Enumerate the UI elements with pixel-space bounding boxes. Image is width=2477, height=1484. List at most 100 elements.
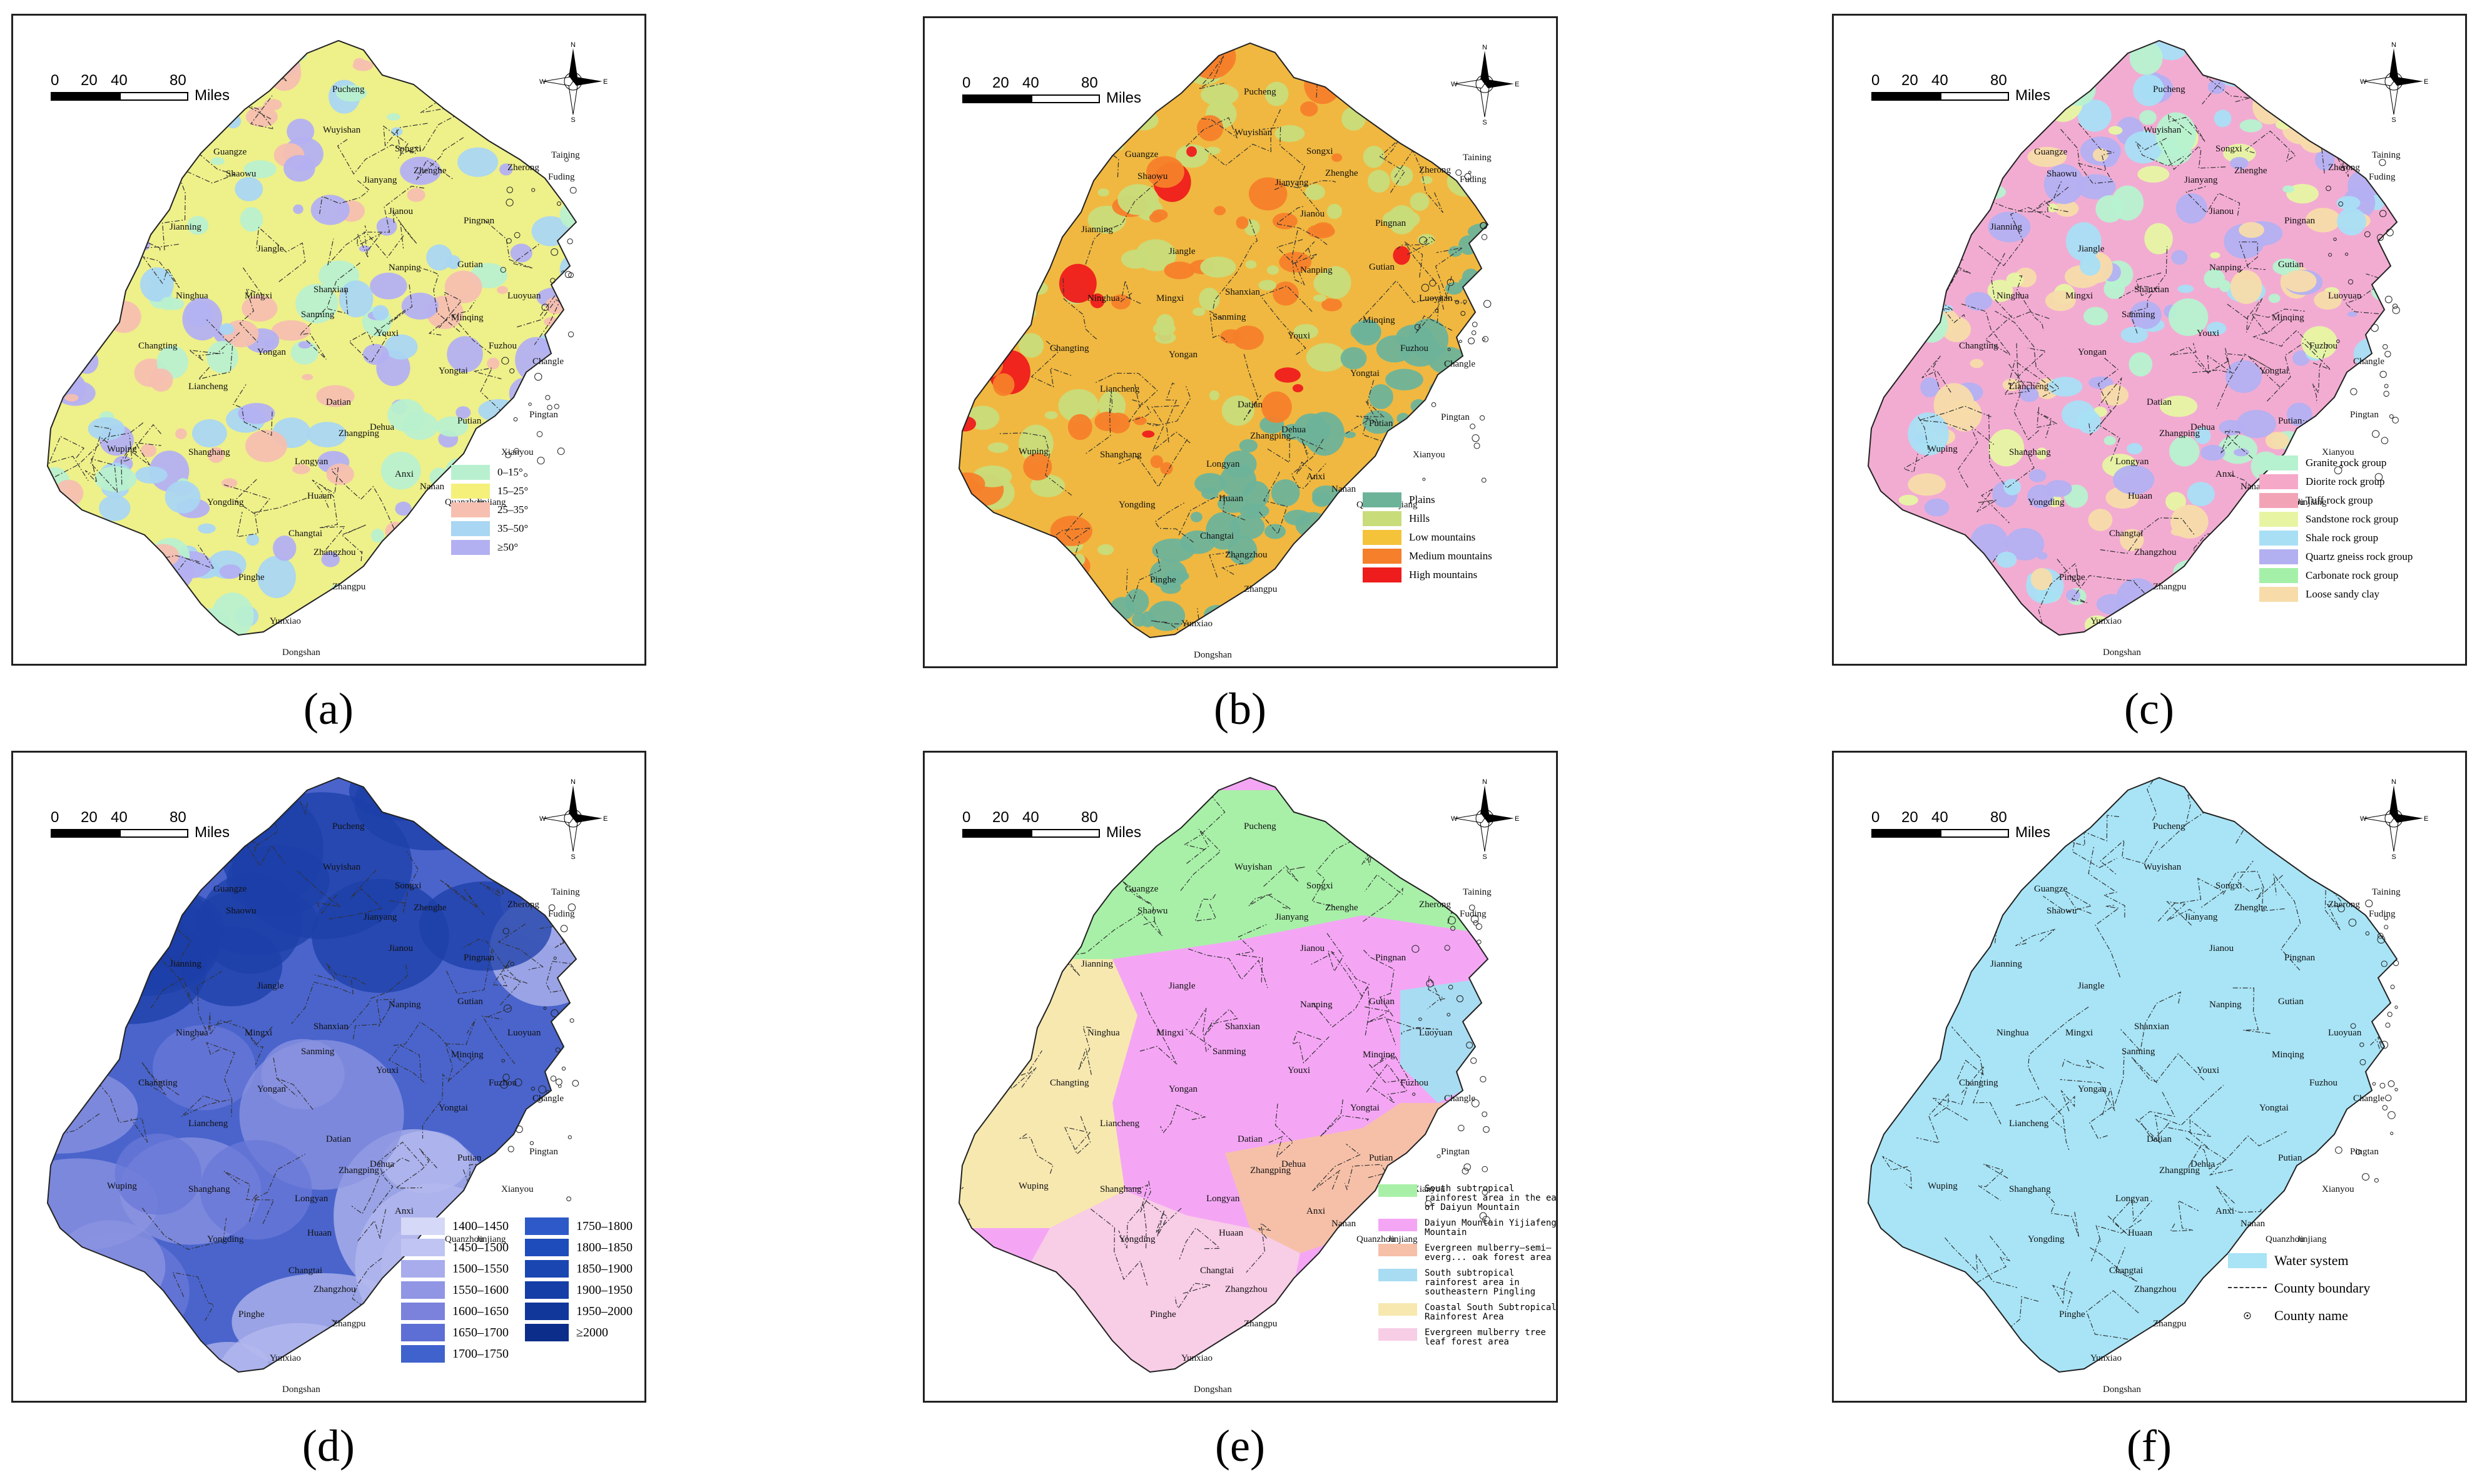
map-patch <box>959 129 984 155</box>
scale-bar: 0 20 40 80 Miles <box>962 74 1150 112</box>
map-patch <box>376 217 397 236</box>
county-boundary <box>1958 425 1995 488</box>
county-boundary <box>2129 246 2168 334</box>
legend-label: ≥50° <box>497 541 519 553</box>
county-boundary <box>137 238 179 252</box>
map-patch <box>326 463 354 485</box>
island <box>1447 278 1455 287</box>
county-boundary <box>1933 1087 1968 1121</box>
county-label: Changting <box>1050 343 1089 353</box>
map-patch <box>1457 586 1468 593</box>
map-patch <box>1868 178 1900 221</box>
county-label: Zhangpu <box>332 1319 366 1329</box>
county-label: Zhenghe <box>414 166 447 176</box>
map-patch <box>2315 149 2335 171</box>
county-boundary <box>1204 1009 1238 1036</box>
map-patch <box>2030 568 2053 591</box>
county-label: Jianyang <box>2184 175 2218 185</box>
map-patch <box>94 466 137 492</box>
legend-item: 35–50° <box>451 519 528 538</box>
county-label: Shaowu <box>2047 169 2077 179</box>
county-boundary <box>1291 230 1315 286</box>
legend-item: County name <box>2228 1302 2370 1329</box>
county-label: Shaowu <box>2047 906 2077 916</box>
county-boundary <box>191 1012 245 1041</box>
county-label: Changtai <box>288 1266 323 1276</box>
county-label: Yongtai <box>2259 1103 2289 1113</box>
county-boundary <box>445 1019 476 1082</box>
county-label: Minqing <box>1363 315 1395 325</box>
county-label: Zherong <box>1419 900 1451 910</box>
county-label: Jiangle <box>257 244 284 254</box>
county-label: Pingtan <box>1441 412 1470 422</box>
legend-label: 1450–1500 <box>452 1240 509 1254</box>
county-label: Yongding <box>207 497 244 507</box>
county-boundary <box>1001 966 1033 1009</box>
map-patch <box>1313 294 1326 302</box>
county-boundary <box>84 458 118 493</box>
map-patch <box>1219 463 1257 498</box>
county-boundary <box>2057 815 2120 846</box>
zone-region <box>1225 1103 1463 1253</box>
county-label: Fuzhou <box>2309 1078 2337 1088</box>
island <box>1482 1166 1488 1172</box>
county-boundary <box>2043 890 2093 914</box>
map-patch <box>54 208 85 229</box>
county-boundary <box>2119 991 2182 1052</box>
map-patch <box>2225 360 2262 393</box>
county-label: Dehua <box>370 422 395 432</box>
scale-tick-label: 40 <box>1931 809 1948 826</box>
map-patch <box>83 534 108 561</box>
map-patch <box>2225 529 2259 565</box>
county-boundary <box>2077 123 2114 171</box>
county-boundary <box>2215 1186 2262 1213</box>
county-label: Yongan <box>257 347 286 357</box>
county-boundary <box>297 870 341 914</box>
county-boundary <box>2139 1090 2175 1142</box>
county-label: Zherong <box>1419 165 1451 175</box>
map-patch <box>1097 188 1109 197</box>
county-boundary <box>1404 241 1445 311</box>
county-boundary <box>48 435 89 481</box>
island <box>1463 300 1467 304</box>
map-patch <box>1264 524 1286 539</box>
county-label: Dehua <box>370 1159 395 1169</box>
county-boundary <box>434 632 471 635</box>
county-boundary <box>1321 1273 1387 1297</box>
map-patch <box>2286 183 2319 204</box>
county-label: Pinghe <box>2059 572 2085 582</box>
island <box>2334 466 2342 475</box>
county-boundary <box>1311 985 1370 1035</box>
county-label: Anxi <box>395 469 414 479</box>
map-patch <box>1911 143 1927 158</box>
county-boundary <box>206 1042 235 1099</box>
island <box>2381 960 2388 967</box>
county-label: Ninghua <box>1996 291 2029 301</box>
map-patch <box>302 374 313 380</box>
county-boundary <box>464 619 527 635</box>
county-boundary <box>959 1065 972 1114</box>
map-patch <box>2037 552 2048 560</box>
map-patch <box>1044 411 1058 420</box>
map-legend: Water system County boundary County name <box>2228 1247 2370 1329</box>
island <box>1463 1163 1471 1171</box>
legend-label: Coastal South Subtropical Rainforest Are… <box>1425 1303 1557 1322</box>
map-patch <box>1019 333 1044 358</box>
map-patch <box>147 544 180 567</box>
island <box>2364 231 2371 238</box>
county-label: Fuding <box>548 172 575 182</box>
island <box>1447 1012 1451 1017</box>
county-label: Ninghua <box>176 291 208 301</box>
island <box>1419 236 1427 245</box>
legend-item: 1750–1800 <box>525 1216 644 1237</box>
legend-item: ≥2000 <box>525 1322 644 1343</box>
map-patch <box>2083 633 2096 635</box>
legend-item: 1900–1950 <box>525 1279 644 1301</box>
county-label: Wuping <box>107 1181 137 1191</box>
map-patch <box>2092 148 2108 162</box>
island <box>2385 1022 2391 1028</box>
legend-item: Plains <box>1363 490 1492 509</box>
county-label: Wuyishan <box>323 125 361 135</box>
county-boundary <box>1909 267 1942 329</box>
scale-tick-label: 80 <box>1081 74 1098 91</box>
